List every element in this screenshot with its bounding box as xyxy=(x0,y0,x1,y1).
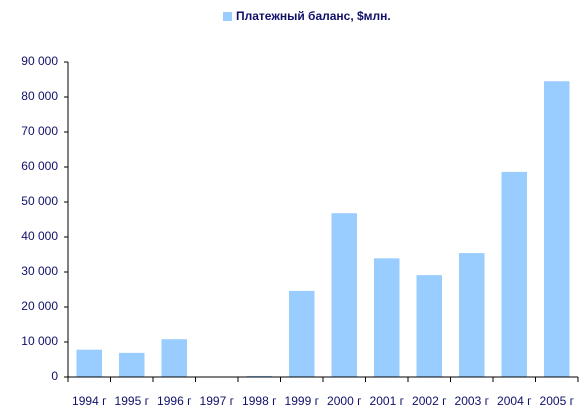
y-tick-label: 70 000 xyxy=(21,124,58,138)
bar xyxy=(374,258,400,377)
bar xyxy=(459,253,485,377)
bar xyxy=(289,290,315,377)
x-tick-label: 2000 г xyxy=(327,394,362,408)
y-tick-label: 40 000 xyxy=(21,229,58,243)
y-tick-label: 0 xyxy=(51,369,58,383)
bar xyxy=(501,171,527,377)
bar xyxy=(76,349,102,377)
x-tick-label: 2003 г xyxy=(455,394,490,408)
x-tick-label: 1996 г xyxy=(157,394,192,408)
y-tick-label: 60 000 xyxy=(21,159,58,173)
x-tick-label: 1998 г xyxy=(242,394,277,408)
x-tick-label: 2005 г xyxy=(540,394,575,408)
bar xyxy=(246,375,272,377)
bar xyxy=(544,81,570,377)
y-tick-label: 50 000 xyxy=(21,194,58,208)
y-tick-label: 80 000 xyxy=(21,89,58,103)
legend-label: Платежный баланс, $млн. xyxy=(236,9,391,23)
bar xyxy=(331,213,357,377)
y-tick-label: 90 000 xyxy=(21,54,58,68)
y-tick-label: 30 000 xyxy=(21,264,58,278)
x-tick-label: 1999 г xyxy=(285,394,320,408)
x-tick-label: 2002 г xyxy=(412,394,447,408)
x-tick-label: 1995 г xyxy=(115,394,150,408)
y-tick-label: 10 000 xyxy=(21,334,58,348)
y-tick-label: 20 000 xyxy=(21,299,58,313)
bar xyxy=(119,352,145,377)
x-tick-label: 1997 г xyxy=(200,394,235,408)
legend-swatch xyxy=(223,12,232,21)
x-tick-label: 2001 г xyxy=(370,394,405,408)
x-tick-label: 2004 г xyxy=(497,394,532,408)
bar xyxy=(161,339,187,377)
bar xyxy=(416,275,442,377)
x-tick-label: 1994 г xyxy=(72,394,107,408)
